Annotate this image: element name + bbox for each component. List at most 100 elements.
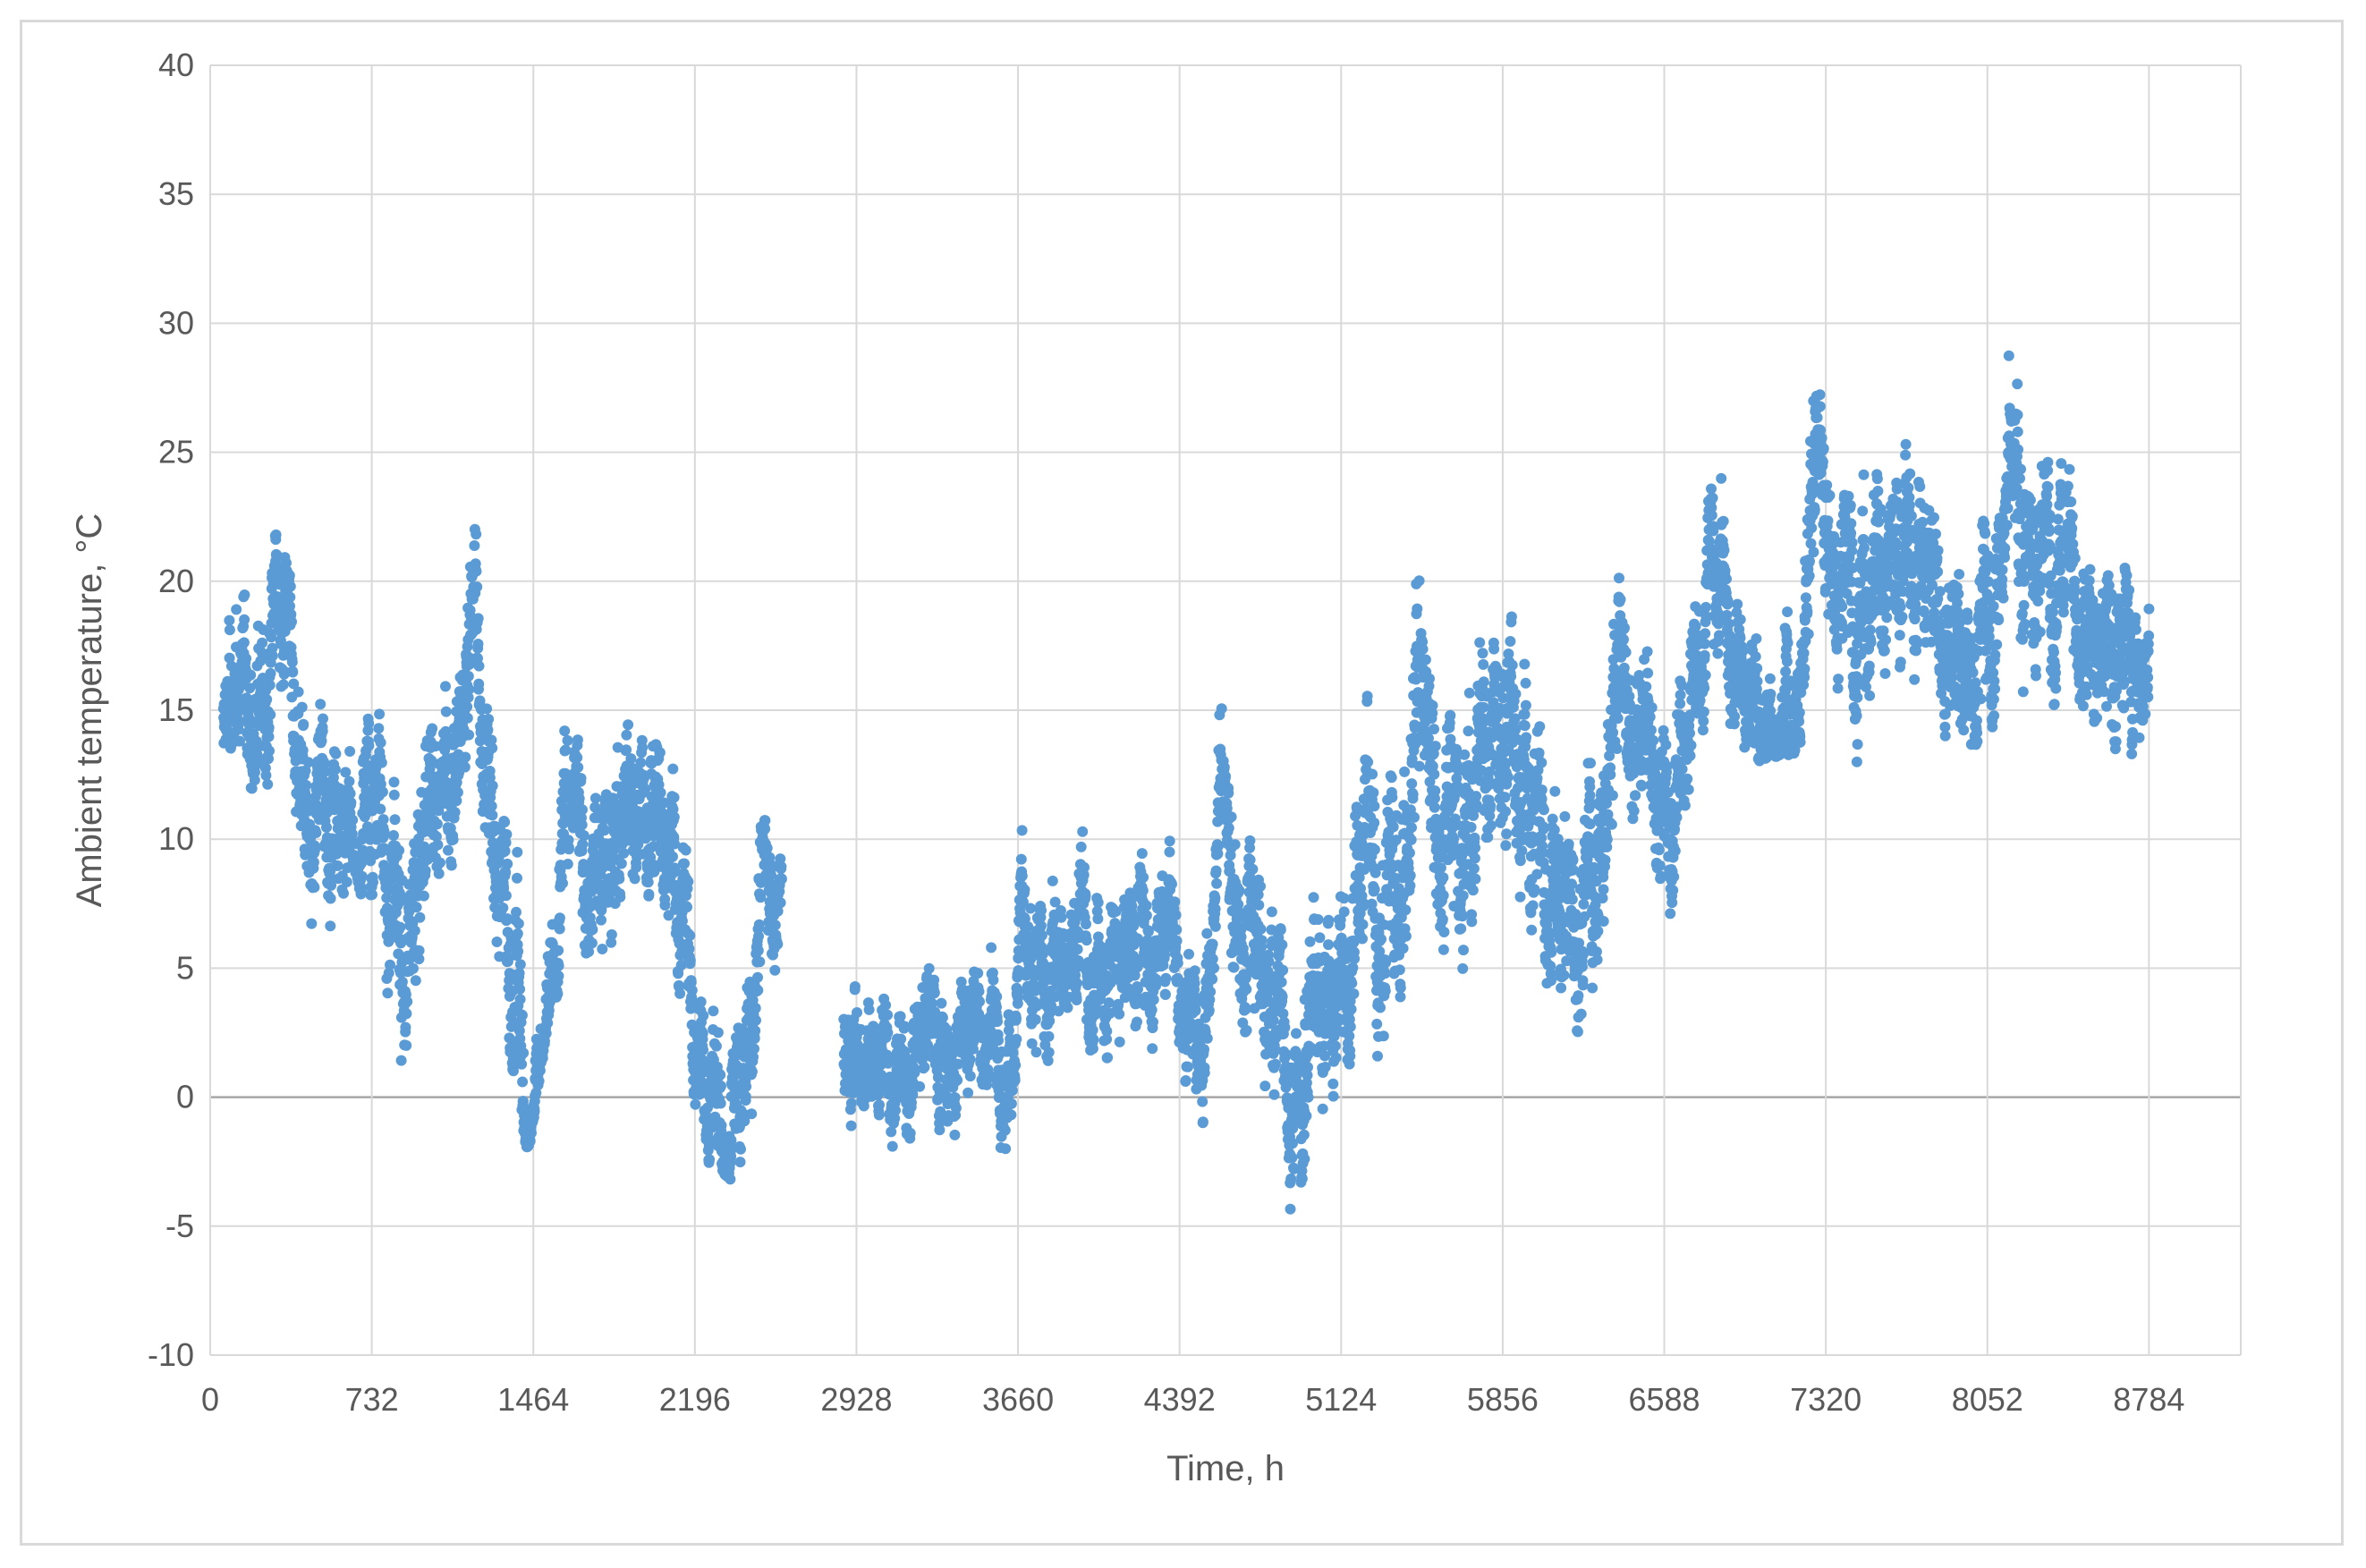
data-point: [281, 557, 292, 569]
data-point: [1225, 811, 1237, 823]
data-point: [698, 1044, 708, 1055]
data-point: [1209, 903, 1221, 915]
data-point: [1270, 1058, 1281, 1070]
data-point: [1172, 957, 1183, 969]
data-point: [1276, 977, 1287, 987]
data-point: [596, 914, 606, 926]
data-point: [1019, 884, 1030, 895]
data-point: [1077, 826, 1089, 837]
data-point: [1228, 962, 1240, 973]
data-point: [560, 744, 572, 756]
data-point: [447, 834, 459, 845]
data-point: [573, 792, 585, 804]
data-point: [388, 789, 400, 801]
data-point: [1197, 1116, 1208, 1128]
data-point: [249, 775, 260, 786]
data-point: [708, 1005, 719, 1017]
data-point: [469, 540, 480, 551]
data-point: [1223, 822, 1234, 834]
data-point: [1369, 817, 1380, 828]
data-point: [514, 959, 526, 970]
data-point: [1171, 935, 1183, 946]
data-point: [1164, 835, 1175, 847]
data-point: [1203, 1004, 1215, 1016]
data-point: [755, 892, 767, 903]
data-point: [1220, 770, 1231, 782]
data-point: [1138, 871, 1149, 883]
data-point: [746, 1066, 758, 1078]
data-point: [964, 1054, 976, 1065]
data-point: [517, 1076, 529, 1088]
data-point: [486, 801, 497, 812]
data-point: [1030, 1047, 1042, 1058]
data-point: [396, 976, 408, 987]
data-point: [473, 678, 485, 690]
data-point: [1395, 982, 1406, 994]
data-point: [923, 962, 935, 974]
data-point: [1073, 955, 1084, 966]
data-point: [263, 722, 275, 733]
data-point: [752, 985, 764, 996]
data-point: [408, 962, 419, 974]
data-point: [564, 843, 574, 855]
data-point: [361, 821, 373, 833]
data-point: [1071, 995, 1082, 1005]
data-point: [462, 701, 473, 713]
data-point: [609, 843, 621, 854]
data-point: [986, 942, 997, 954]
data-point: [471, 581, 483, 593]
data-point: [1189, 978, 1200, 989]
data-point: [1030, 1013, 1041, 1025]
data-point: [952, 1074, 963, 1086]
data-point: [1016, 825, 1028, 836]
data-point: [472, 613, 484, 624]
data-point: [471, 529, 482, 540]
data-point: [682, 902, 692, 913]
data-point: [300, 765, 311, 776]
data-point: [265, 667, 276, 679]
data-point: [382, 987, 394, 999]
data-point: [753, 930, 764, 942]
data-point: [487, 809, 498, 821]
data-point: [1346, 978, 1358, 989]
data-point: [1275, 924, 1286, 936]
data-point: [375, 803, 386, 815]
data-point: [241, 653, 252, 665]
data-point: [534, 1064, 546, 1076]
data-point: [863, 1004, 875, 1015]
data-point: [265, 709, 276, 720]
data-point: [462, 712, 473, 724]
data-point: [554, 912, 565, 924]
data-point: [499, 817, 511, 828]
data-point: [284, 570, 295, 581]
data-point: [483, 714, 495, 725]
data-point: [759, 815, 771, 826]
data-point: [680, 844, 691, 856]
data-point: [645, 852, 657, 863]
data-point: [553, 970, 564, 982]
data-point: [512, 846, 523, 858]
data-point: [1087, 1024, 1098, 1036]
data-point: [224, 624, 235, 636]
data-point: [929, 974, 940, 986]
data-point: [302, 757, 314, 768]
data-point: [934, 1124, 946, 1136]
data-point: [246, 783, 258, 794]
data-point: [695, 996, 707, 1007]
data-point: [318, 713, 328, 725]
data-point: [318, 785, 330, 797]
data-point: [586, 937, 598, 949]
data-point: [389, 814, 401, 826]
data-point: [1160, 972, 1172, 984]
data-point: [263, 753, 274, 765]
data-point: [251, 749, 263, 760]
data-point: [1087, 1043, 1098, 1055]
data-point: [769, 920, 781, 931]
data-point: [332, 860, 343, 871]
data-point: [1304, 936, 1316, 947]
data-point: [1016, 870, 1028, 882]
data-point: [1047, 875, 1058, 886]
data-point: [321, 822, 332, 833]
data-point: [1136, 848, 1148, 860]
data-point: [1345, 1004, 1357, 1015]
